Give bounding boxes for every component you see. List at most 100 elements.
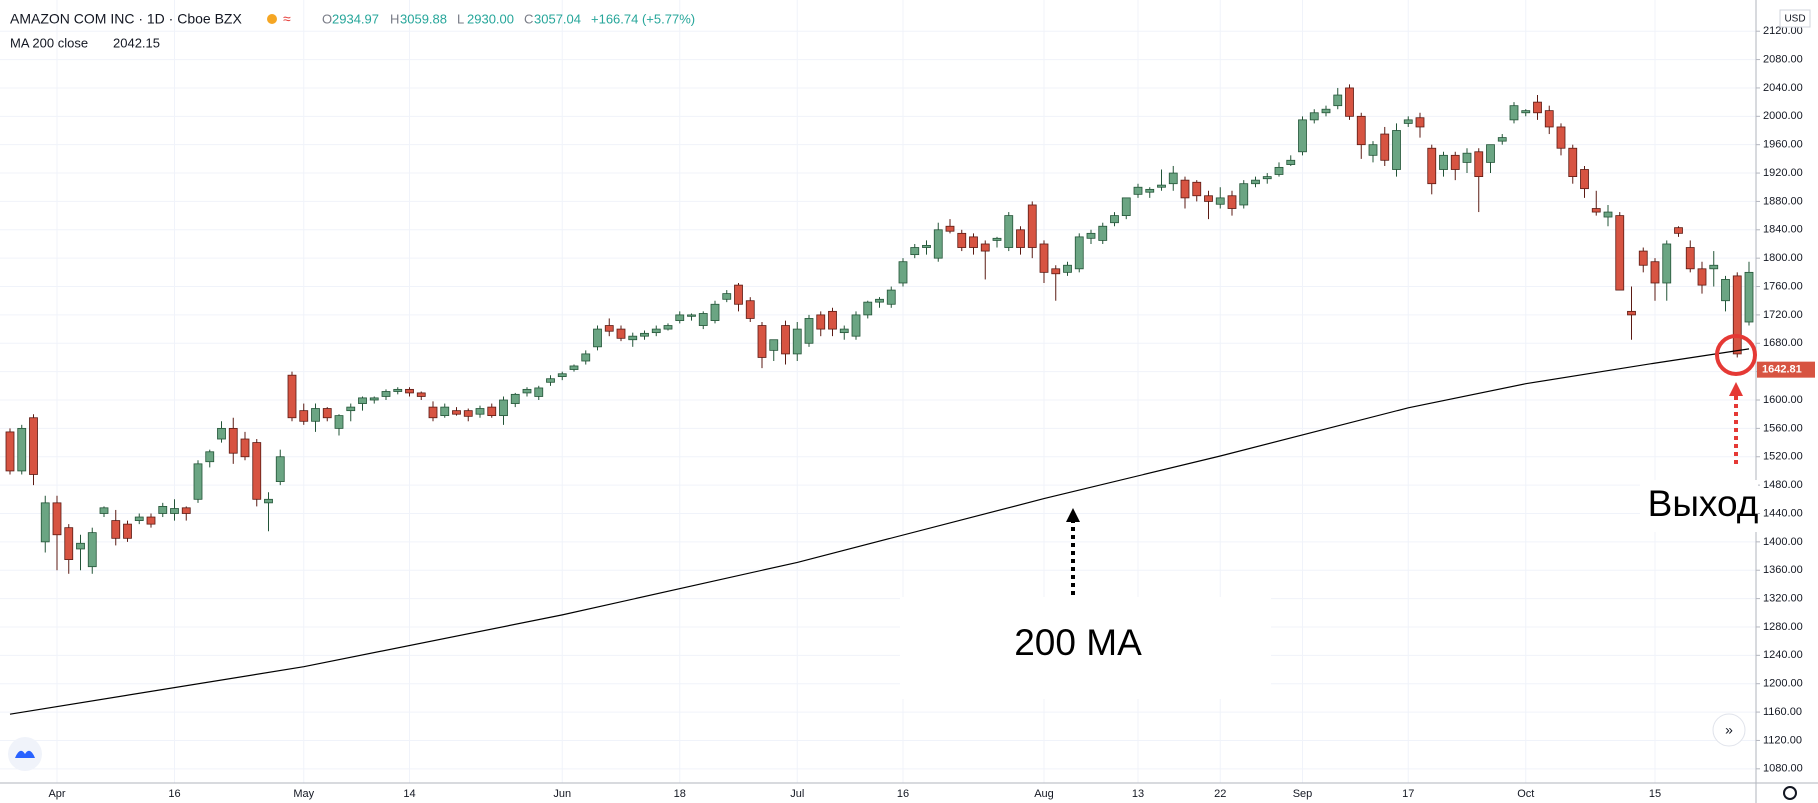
candle-body <box>1615 215 1625 291</box>
y-tick-label: 1080.00 <box>1763 763 1803 775</box>
x-tick-label: 16 <box>897 788 909 800</box>
candle-body <box>698 313 708 326</box>
y-tick-label: 1720.00 <box>1763 309 1803 321</box>
candle-body <box>158 505 168 514</box>
candle-body <box>792 328 802 355</box>
y-tick-label: 1880.00 <box>1763 195 1803 207</box>
x-tick-label: 13 <box>1132 788 1144 800</box>
candle-body <box>546 378 555 383</box>
candle-body <box>240 438 250 458</box>
candle-body <box>1063 264 1072 273</box>
candle-body <box>722 293 732 300</box>
x-tick-label: 17 <box>1402 788 1414 800</box>
ohlc-label: H <box>390 11 399 26</box>
candle-body <box>1145 188 1155 193</box>
candle-body <box>910 247 920 256</box>
y-tick-label: 1920.00 <box>1763 167 1803 179</box>
candle-body <box>487 406 497 417</box>
candle-body <box>1345 87 1354 117</box>
candle-body <box>275 456 285 482</box>
y-tick-label: 1440.00 <box>1763 507 1803 519</box>
ohlc-label: O <box>322 11 332 26</box>
candle-body <box>217 427 226 440</box>
candle-body <box>745 300 755 319</box>
candle-body <box>405 388 414 394</box>
candle-body <box>1521 110 1531 114</box>
candle-body <box>1168 172 1178 185</box>
candle-body <box>1309 112 1319 121</box>
candle-body <box>499 399 508 417</box>
y-tick-label: 1520.00 <box>1763 451 1803 463</box>
ohlc-value: 2930.00 <box>467 11 514 26</box>
x-tick-label: Jul <box>790 788 804 800</box>
scroll-button[interactable] <box>1712 713 1746 747</box>
y-tick-label: 1960.00 <box>1763 139 1803 151</box>
arrow-head <box>1066 508 1080 522</box>
y-tick-label: 2040.00 <box>1763 82 1803 94</box>
candle-body <box>969 236 978 248</box>
candle-body <box>428 406 438 419</box>
candle-body <box>440 406 450 417</box>
candle-body <box>1110 215 1119 224</box>
highlight-circle <box>1715 334 1757 376</box>
candle-body <box>123 523 132 539</box>
candle-body <box>99 507 109 514</box>
candle-body <box>522 388 532 394</box>
candle-body <box>1721 279 1730 302</box>
last-price-tag <box>1757 361 1815 378</box>
scroll-icon: » <box>1725 722 1733 738</box>
candle-body <box>828 310 837 330</box>
candle-body <box>1368 144 1378 156</box>
candle-body <box>346 406 356 412</box>
candle-body <box>146 516 156 525</box>
candle-body <box>593 328 602 348</box>
candle-body <box>886 289 896 305</box>
candle-body <box>1709 264 1719 270</box>
ma-legend-name: MA 200 close <box>10 35 88 50</box>
settings-button[interactable] <box>1783 786 1797 800</box>
y-tick-label: 1480.00 <box>1763 479 1803 491</box>
ma-legend-value: 2042.15 <box>113 35 160 50</box>
candle-body <box>1697 268 1707 286</box>
annotation-box <box>900 597 1271 699</box>
x-tick-label: Apr <box>48 788 65 800</box>
candle-body <box>663 325 673 330</box>
candle-body <box>992 237 1002 241</box>
x-tick-label: 15 <box>1649 788 1661 800</box>
candle-body <box>1674 227 1683 234</box>
candle-body <box>358 397 367 404</box>
candle-body <box>1462 152 1472 163</box>
candle-body <box>781 325 790 355</box>
candle-body <box>252 442 262 500</box>
candle-body <box>369 397 379 401</box>
candle-body <box>710 303 720 321</box>
candle-body <box>1356 115 1366 146</box>
candle-body <box>1744 271 1754 323</box>
candle-body <box>863 301 873 316</box>
currency: USD <box>1784 14 1805 25</box>
candle-body <box>557 373 567 378</box>
candle-body <box>1051 268 1061 275</box>
candle-body <box>604 325 614 332</box>
x-tick-label: Aug <box>1034 788 1054 800</box>
candle-body <box>1262 176 1272 180</box>
x-tick-label: Sep <box>1293 788 1313 800</box>
currency-box[interactable] <box>1779 9 1811 28</box>
candle-body <box>87 532 97 568</box>
candle-body <box>1274 166 1284 175</box>
y-tick-label: 1560.00 <box>1763 422 1803 434</box>
candle-body <box>1474 151 1484 178</box>
y-tick-label: 1120.00 <box>1763 734 1802 746</box>
candle-body <box>628 335 638 341</box>
annotation-box <box>1640 480 1758 532</box>
candle-body <box>980 243 990 252</box>
last-price-label: 1642.81 <box>1762 364 1802 376</box>
candle-body <box>181 507 191 514</box>
candle-body <box>1098 225 1108 241</box>
candle-body <box>1298 119 1307 153</box>
candle-body <box>193 463 203 500</box>
candle-body <box>1380 133 1390 161</box>
y-tick-label: 2120.00 <box>1763 25 1803 37</box>
y-tick-label: 1280.00 <box>1763 621 1803 633</box>
candle-body <box>1580 169 1589 190</box>
